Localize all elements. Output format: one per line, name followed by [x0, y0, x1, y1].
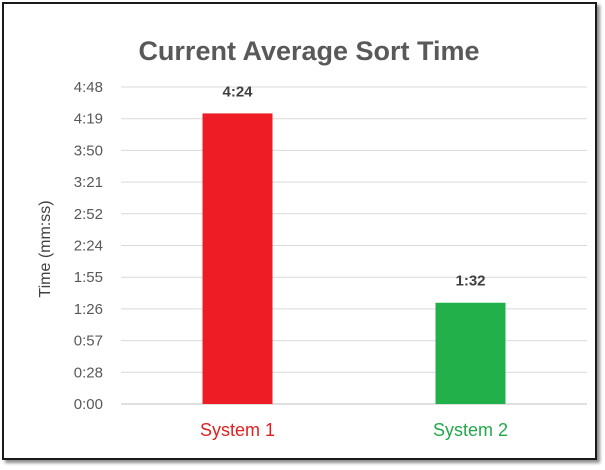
y-tick-label: 1:26	[74, 301, 103, 318]
y-tick-label: 4:48	[74, 79, 103, 96]
data-labels: 4:24 1:32	[222, 83, 485, 289]
x-category-label: System 1	[200, 420, 275, 440]
x-category-label: System 2	[433, 420, 508, 440]
bars	[202, 113, 506, 405]
y-tick-label: 0:28	[74, 364, 103, 381]
y-tick-label: 3:50	[74, 142, 103, 159]
y-tick-label: 2:52	[74, 206, 103, 223]
y-tick-label: 0:00	[74, 396, 103, 413]
y-tick-label: 4:19	[74, 111, 103, 128]
x-axis-categories: System 1 System 2	[200, 420, 508, 440]
data-label: 1:32	[455, 273, 485, 290]
data-label: 4:24	[222, 83, 253, 100]
chart-title: Current Average Sort Time	[138, 36, 479, 66]
y-axis-title: Time (mm:ss)	[37, 200, 54, 297]
y-tick-label: 0:57	[74, 333, 103, 350]
y-tick-label: 3:21	[74, 174, 103, 191]
bar-2	[435, 302, 506, 404]
y-tick-label: 1:55	[74, 269, 103, 286]
y-tick-label: 2:24	[74, 238, 103, 255]
gridlines	[121, 86, 587, 405]
bar-1	[202, 113, 273, 405]
y-axis-ticks: 0:00 0:28 0:57 1:26 1:55 2:24 2:52 3:21 3:50 4:19…	[74, 79, 103, 413]
